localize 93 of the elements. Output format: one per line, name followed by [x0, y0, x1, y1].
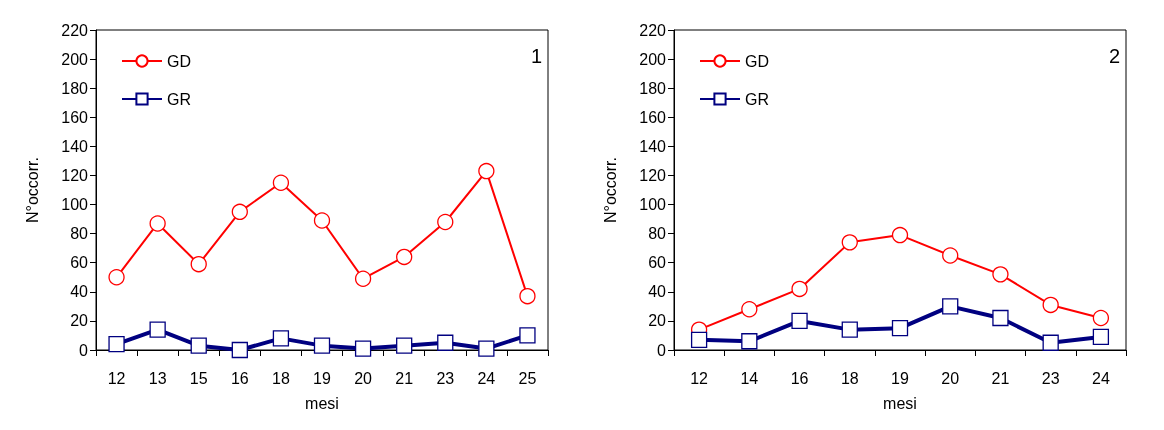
point: [1042, 334, 1059, 351]
point: [891, 320, 909, 337]
x-tick-label: 18: [272, 369, 290, 387]
point: [396, 248, 413, 266]
point: [190, 337, 207, 354]
annotation: 1: [530, 45, 542, 67]
y-tick-label: 0: [657, 341, 667, 359]
y-tick-label: 20: [648, 312, 667, 330]
point: [354, 340, 372, 357]
point: [231, 203, 248, 220]
y-tick-label: 20: [70, 312, 89, 330]
point: [1092, 309, 1110, 327]
legend-label: GD: [745, 52, 769, 70]
point: [942, 298, 959, 315]
x-tick-label: 19: [313, 369, 331, 387]
point: [478, 340, 495, 357]
point: [891, 226, 909, 244]
x-tick-label: 20: [941, 369, 960, 387]
legend-label: GD: [167, 52, 191, 70]
point: [741, 301, 758, 318]
y-tick-label: 160: [61, 108, 89, 126]
x-tick-label: 18: [840, 369, 859, 387]
point: [519, 327, 536, 344]
point: [272, 174, 290, 191]
y-tick-label: 160: [639, 108, 667, 126]
y-tick-label: 220: [639, 21, 667, 39]
point: [313, 212, 331, 229]
y-tick-label: 40: [648, 283, 667, 301]
y-tick-label: 100: [61, 196, 89, 214]
point: [190, 256, 207, 273]
point: [791, 312, 808, 330]
y-tick-label: 140: [61, 137, 89, 155]
point: [108, 269, 125, 286]
point: [149, 215, 166, 232]
x-tick-label: 19: [891, 369, 909, 387]
y-tick-label: 120: [61, 166, 89, 184]
x-tick-label: 24: [477, 369, 496, 387]
point: [437, 213, 454, 231]
point: [437, 334, 454, 351]
y-tick-label: 200: [61, 50, 89, 68]
y-tick-label: 80: [70, 225, 89, 243]
point: [992, 309, 1009, 327]
x-tick-label: 24: [1091, 369, 1110, 387]
y-axis-title: N°occorr.: [601, 157, 619, 223]
legend-label: GR: [167, 90, 191, 108]
y-axis-title: N°occorr.: [23, 157, 41, 223]
x-tick-label: 12: [690, 369, 709, 387]
x-axis-title: mesi: [305, 394, 339, 412]
point: [354, 270, 372, 287]
y-tick-label: 120: [639, 166, 667, 184]
x-tick-label: 12: [107, 369, 126, 387]
point: [741, 333, 758, 350]
point: [992, 266, 1009, 283]
point: [841, 234, 858, 251]
point: [690, 331, 708, 348]
point: [478, 162, 495, 180]
point: [313, 337, 331, 354]
point: [519, 288, 536, 305]
legend-label: GR: [745, 90, 769, 108]
y-tick-label: 60: [648, 254, 667, 272]
y-tick-label: 80: [648, 225, 667, 243]
x-tick-label: 16: [230, 369, 249, 387]
y-tick-label: 180: [639, 79, 667, 97]
point: [791, 280, 808, 298]
y-tick-label: 180: [61, 79, 89, 97]
point: [841, 321, 858, 338]
x-tick-label: 21: [395, 369, 414, 387]
annotation: 2: [1108, 45, 1120, 67]
x-tick-label: 23: [436, 369, 455, 387]
point: [108, 336, 125, 353]
x-tick-label: 14: [740, 369, 759, 387]
x-axis-title: mesi: [883, 394, 917, 412]
point: [942, 247, 959, 264]
point: [396, 337, 413, 354]
point: [149, 321, 166, 338]
x-tick-label: 21: [991, 369, 1010, 387]
point: [272, 330, 290, 347]
point: [1092, 328, 1110, 346]
x-tick-label: 25: [518, 369, 537, 387]
y-tick-label: 220: [61, 21, 89, 39]
point: [1042, 296, 1059, 314]
y-tick-label: 60: [70, 254, 89, 272]
y-tick-label: 140: [639, 137, 667, 155]
y-tick-label: 0: [79, 341, 89, 359]
x-tick-label: 15: [189, 369, 208, 387]
point: [231, 341, 248, 359]
x-tick-label: 13: [148, 369, 167, 387]
y-tick-label: 200: [639, 50, 667, 68]
x-tick-label: 16: [790, 369, 809, 387]
y-tick-label: 100: [639, 196, 667, 214]
x-tick-label: 23: [1041, 369, 1060, 387]
x-tick-label: 20: [354, 369, 373, 387]
y-tick-label: 40: [70, 283, 89, 301]
